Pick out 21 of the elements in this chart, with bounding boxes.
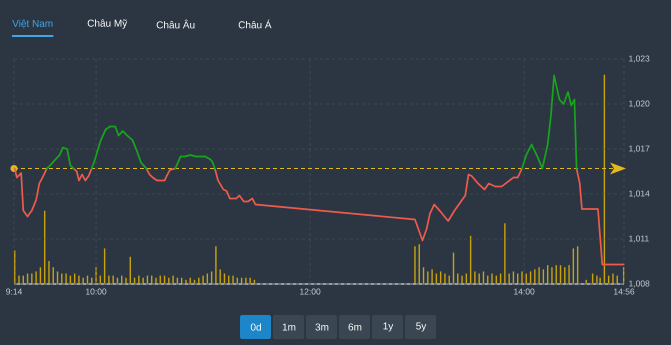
y-tick-label: 1,017 [629, 145, 650, 153]
text: 5y [416, 322, 426, 332]
x-tick-label: 9:14 [6, 288, 22, 295]
text: Việt Nam [12, 20, 52, 28]
x-tick-label: 12:00 [300, 288, 320, 295]
x-tick-label: 14:00 [514, 288, 534, 295]
y-tick-label: 1,011 [629, 235, 649, 243]
y-tick-label: 1,020 [629, 100, 650, 108]
x-tick-label: 14:56 [614, 288, 634, 295]
y-tick-label: 1,008 [629, 280, 650, 288]
text: 1m [282, 324, 296, 330]
text: Châu Á [238, 20, 272, 28]
y-tick-label: 1,023 [629, 55, 650, 63]
text: Châu Mỹ [88, 19, 128, 29]
text: 1y [383, 322, 394, 332]
text: 0d [250, 323, 261, 331]
text: Châu Âu [156, 20, 194, 28]
x-tick-label: 10:00 [86, 288, 106, 295]
text: 3m [315, 323, 328, 331]
text: 6m [348, 323, 362, 331]
y-tick-label: 1,014 [629, 190, 650, 198]
